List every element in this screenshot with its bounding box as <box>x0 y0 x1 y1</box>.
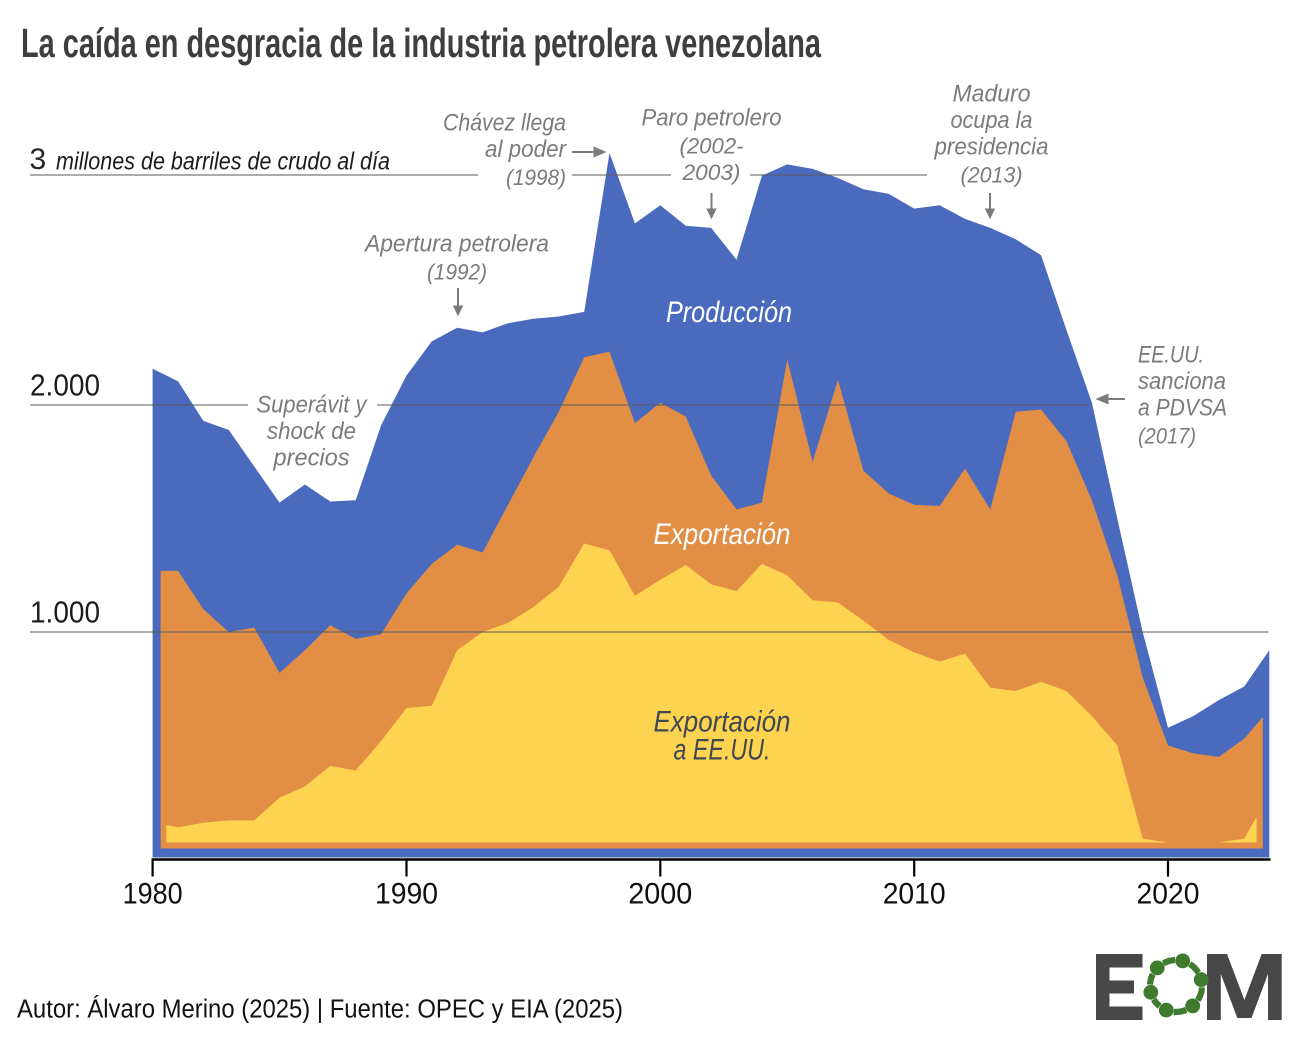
svg-text:Maduro: Maduro <box>953 81 1031 108</box>
svg-text:ocupa la: ocupa la <box>951 107 1033 134</box>
svg-text:millones de barriles de crudo: millones de barriles de crudo al día <box>56 147 390 175</box>
svg-text:(2017): (2017) <box>1138 424 1196 449</box>
svg-text:3: 3 <box>30 143 47 176</box>
svg-text:(1992): (1992) <box>427 260 487 285</box>
svg-text:sanciona: sanciona <box>1138 368 1226 395</box>
svg-text:Exportación: Exportación <box>654 518 791 551</box>
svg-text:2020: 2020 <box>1137 878 1200 911</box>
svg-text:a EE.UU.: a EE.UU. <box>674 734 771 767</box>
svg-text:EE.UU.: EE.UU. <box>1138 342 1204 369</box>
svg-text:1980: 1980 <box>123 878 183 911</box>
svg-text:(1998): (1998) <box>506 165 566 190</box>
svg-text:Producción: Producción <box>666 296 792 329</box>
svg-text:1990: 1990 <box>375 878 438 911</box>
svg-text:Superávit y: Superávit y <box>257 392 369 419</box>
svg-text:Exportación: Exportación <box>654 706 791 739</box>
svg-text:Apertura petrolera: Apertura petrolera <box>363 231 549 258</box>
svg-text:al poder: al poder <box>485 136 567 163</box>
svg-text:precios: precios <box>273 445 350 472</box>
svg-text:La caída en desgracia de la in: La caída en desgracia de la industria pe… <box>21 20 822 66</box>
svg-text:1.000: 1.000 <box>30 595 100 630</box>
svg-text:Paro petrolero: Paro petrolero <box>642 105 782 132</box>
svg-text:2010: 2010 <box>883 878 946 911</box>
svg-text:2000: 2000 <box>628 878 692 911</box>
svg-text:presidencia: presidencia <box>934 134 1049 161</box>
svg-text:a PDVSA: a PDVSA <box>1138 395 1227 422</box>
svg-text:2.000: 2.000 <box>30 368 100 403</box>
svg-text:Autor: Álvaro Merino (2025) |: Autor: Álvaro Merino (2025) | Fuente: OP… <box>17 995 623 1024</box>
svg-text:(2013): (2013) <box>961 163 1023 188</box>
svg-text:(2002-: (2002- <box>680 134 744 159</box>
svg-text:Chávez llega: Chávez llega <box>443 110 566 137</box>
svg-text:2003): 2003) <box>681 160 740 185</box>
svg-text:shock de: shock de <box>267 418 356 445</box>
